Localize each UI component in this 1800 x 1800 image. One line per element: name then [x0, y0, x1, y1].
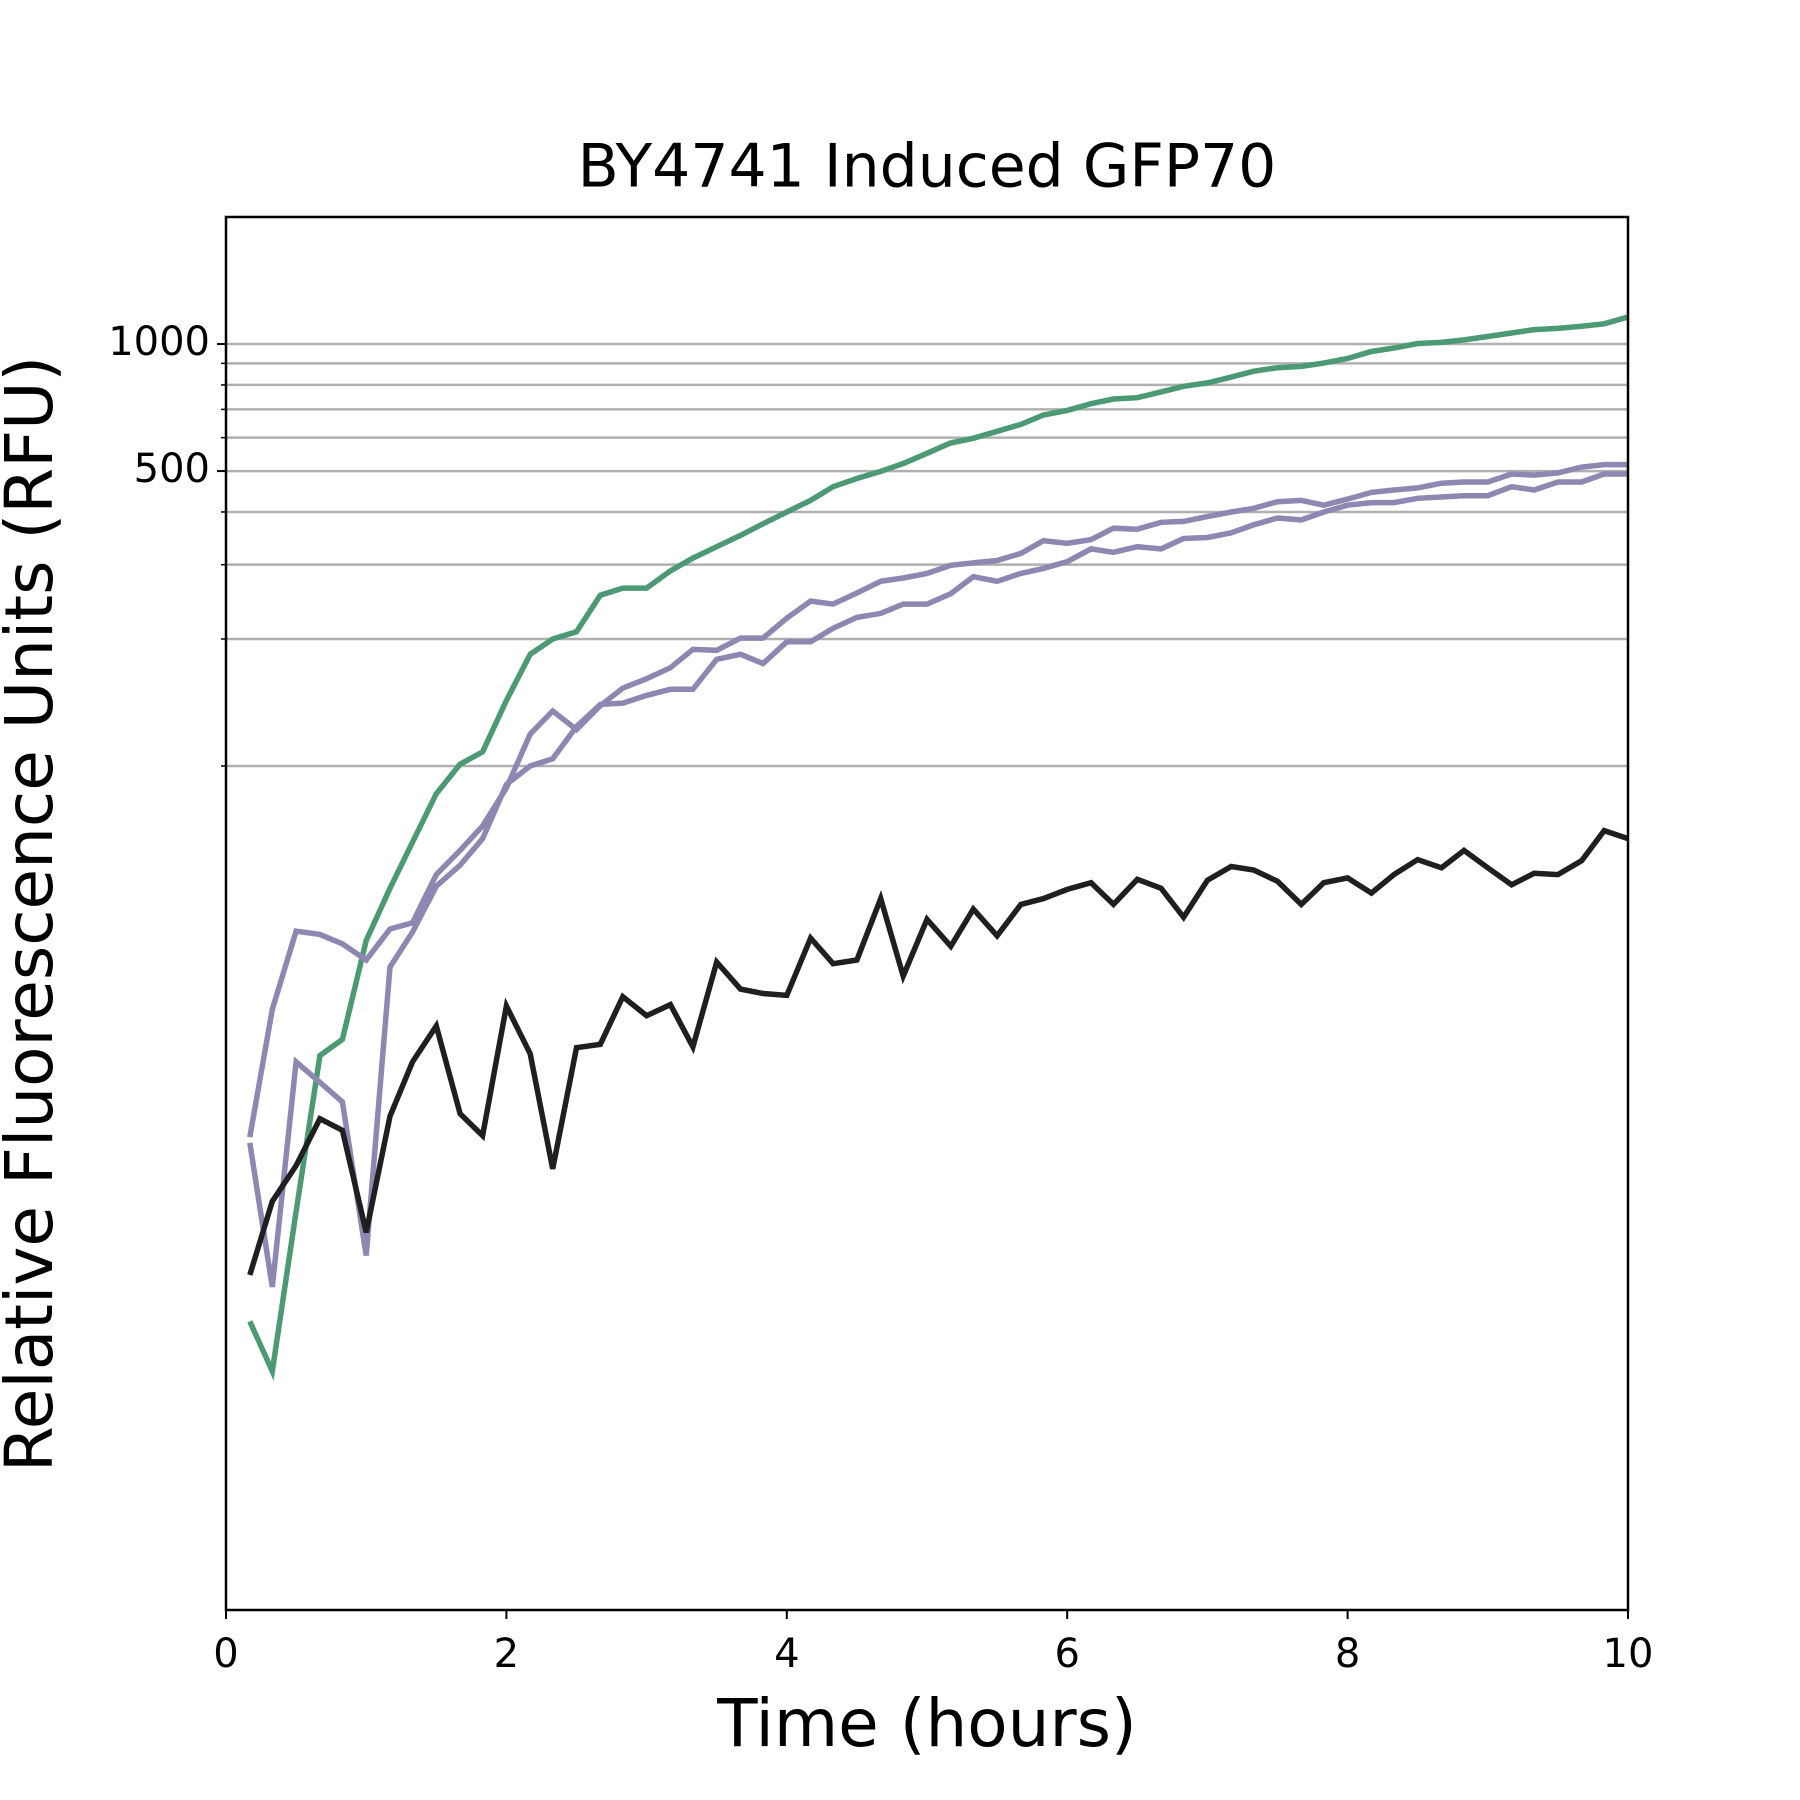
axes-frame: [224, 215, 1630, 1612]
grid: [226, 342, 1628, 768]
x-tick-label: 4: [774, 1631, 799, 1677]
y-axis-label: Relative Fluorescence Units (RFU): [0, 356, 68, 1472]
data-line: [247, 461, 1628, 1138]
data-line: [247, 314, 1629, 1381]
x-tick-label: 8: [1335, 1631, 1360, 1677]
ticks: 0 2 4 6 8 10 500 1000: [108, 319, 1653, 1677]
chart-title: BY4741 Induced GFP70: [578, 132, 1277, 202]
plot-area: [247, 314, 1629, 1381]
x-tick-label: 0: [213, 1631, 238, 1677]
x-axis-label: Time (hours): [716, 1685, 1137, 1762]
y-tick-label: 1000: [108, 319, 210, 365]
y-tick-label: 500: [134, 446, 210, 492]
data-line: [247, 471, 1628, 1288]
data-line: [247, 827, 1629, 1276]
x-tick-label: 2: [494, 1631, 519, 1677]
x-tick-label: 6: [1054, 1631, 1079, 1677]
x-tick-label: 10: [1603, 1631, 1654, 1677]
